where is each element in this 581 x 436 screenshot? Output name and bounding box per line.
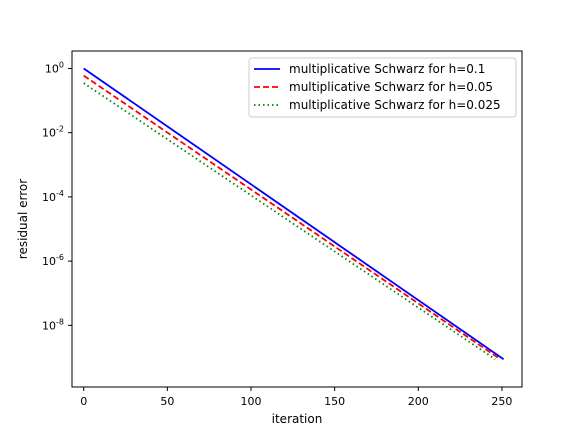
y-axis-label: residual error	[16, 179, 30, 259]
x-tick-label: 200	[408, 395, 429, 408]
x-tick-label: 100	[240, 395, 261, 408]
legend-entry-1: multiplicative Schwarz for h=0.1	[289, 62, 485, 76]
x-tick-label: 0	[80, 395, 87, 408]
series-line-3	[83, 82, 496, 360]
legend-box	[248, 57, 517, 118]
x-tick-label: 150	[324, 395, 345, 408]
y-tick-label: 10-6	[42, 253, 64, 268]
y-tick-label: 100	[45, 60, 64, 75]
legend-entry-2: multiplicative Schwarz for h=0.05	[289, 80, 493, 94]
plot-area	[71, 50, 523, 388]
series-line-1	[83, 67, 505, 360]
x-axis-label: iteration	[272, 412, 323, 426]
y-tick-label: 10-4	[42, 189, 64, 204]
axes-frame	[71, 50, 523, 388]
x-tick-label: 50	[160, 395, 174, 408]
series-layer	[83, 67, 505, 360]
y-tick-label: 10-8	[42, 317, 64, 332]
series-line-2	[83, 74, 501, 360]
legend-entry-3: multiplicative Schwarz for h=0.025	[289, 98, 501, 112]
x-tick-label: 250	[491, 395, 512, 408]
x-axis: 0 50 100 150 200 250	[80, 387, 512, 408]
y-tick-label: 10-2	[42, 125, 64, 140]
legend: multiplicative Schwarz for h=0.1 multipli…	[248, 57, 517, 118]
y-axis: 100 10-2 10-4 10-6 10-8	[42, 60, 72, 332]
